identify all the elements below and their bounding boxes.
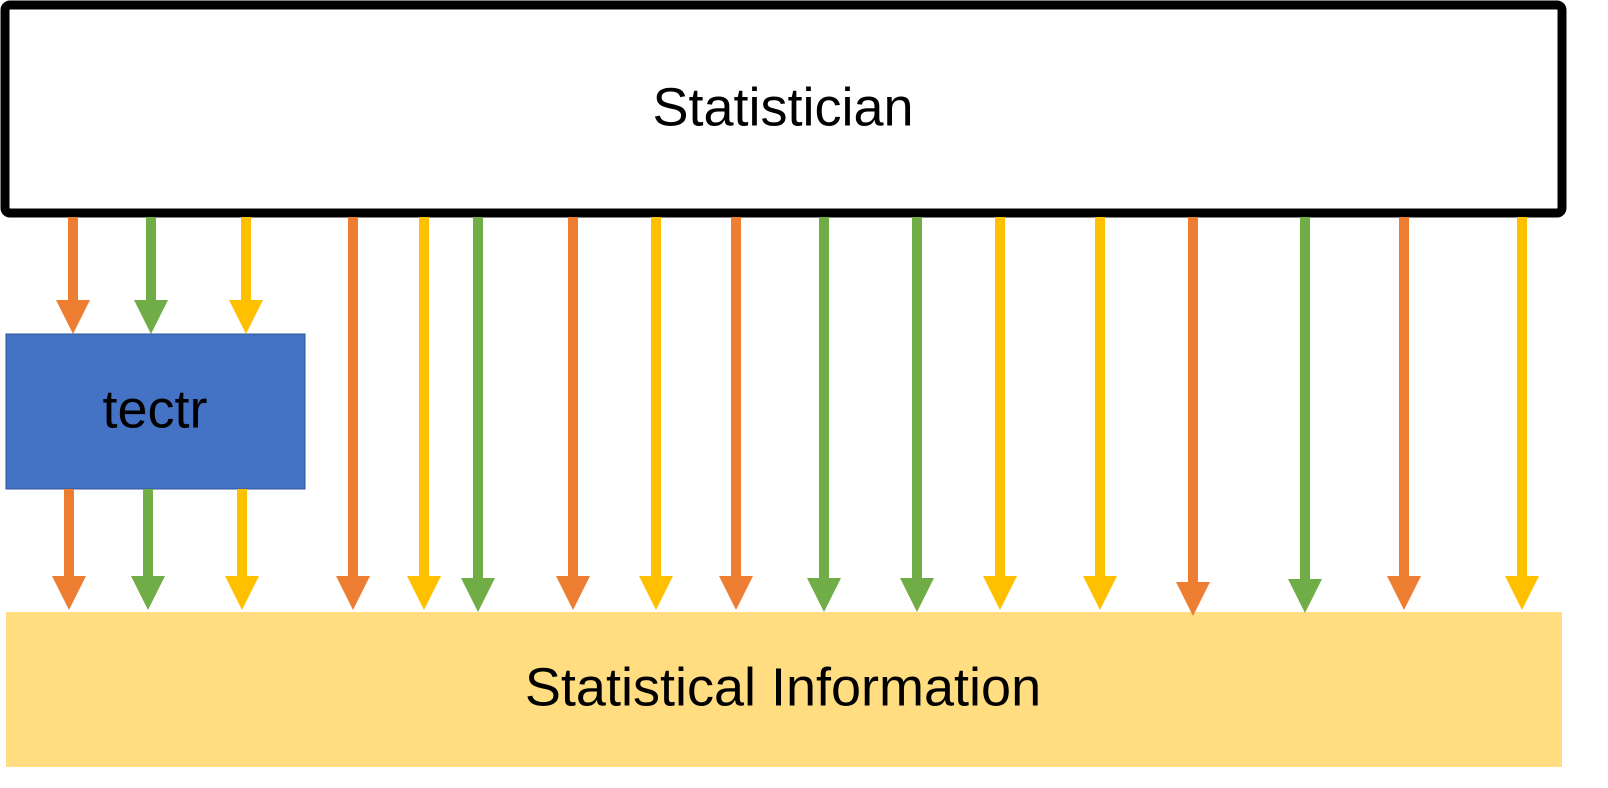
- arrow-direct-orange: [719, 217, 753, 610]
- arrow-direct-green: [1288, 217, 1322, 613]
- arrow-out-of-tectr-orange-shaft: [64, 489, 74, 577]
- arrow-direct-green-head: [900, 578, 934, 612]
- arrow-direct-yellow-head: [639, 576, 673, 610]
- arrow-into-tectr-orange: [56, 217, 90, 334]
- arrow-direct-green-shaft: [819, 217, 829, 579]
- tectr-label: tectr: [102, 379, 207, 439]
- arrow-direct-yellow: [983, 217, 1017, 610]
- arrow-direct-yellow: [639, 217, 673, 610]
- arrow-out-of-tectr-green-shaft: [143, 489, 153, 577]
- arrows-direct-to-information: [336, 217, 1539, 616]
- statistician-node: Statistician: [0, 0, 1567, 218]
- arrow-direct-orange-shaft: [731, 217, 741, 577]
- arrow-out-of-tectr-yellow-shaft: [237, 489, 247, 577]
- arrow-direct-green-head: [807, 578, 841, 612]
- arrow-into-tectr-yellow-head: [229, 300, 263, 334]
- statistician-label: Statistician: [652, 77, 913, 137]
- arrow-direct-green: [807, 217, 841, 612]
- arrow-into-tectr-orange-shaft: [68, 217, 78, 301]
- arrow-direct-yellow: [1083, 217, 1117, 610]
- arrow-direct-orange-shaft: [1188, 217, 1198, 583]
- arrow-direct-yellow-head: [407, 576, 441, 610]
- arrow-direct-green: [900, 217, 934, 612]
- arrow-direct-orange-shaft: [568, 217, 578, 577]
- arrow-out-of-tectr-green: [131, 489, 165, 610]
- arrow-direct-yellow-shaft: [1095, 217, 1105, 577]
- arrow-into-tectr-orange-head: [56, 300, 90, 334]
- arrow-direct-orange-shaft: [1399, 217, 1409, 577]
- arrow-direct-orange-head: [336, 576, 370, 610]
- arrow-out-of-tectr-orange: [52, 489, 86, 610]
- arrow-direct-green-shaft: [473, 217, 483, 579]
- tectr-node: tectr: [5, 333, 306, 490]
- arrows-into-tectr: [56, 217, 263, 334]
- statistical-information-box: [6, 612, 1562, 767]
- arrow-direct-yellow: [1505, 217, 1539, 610]
- tectr-box: [5, 333, 306, 490]
- arrow-direct-yellow-shaft: [419, 217, 429, 577]
- arrow-into-tectr-yellow: [229, 217, 263, 334]
- arrow-direct-green: [461, 217, 495, 612]
- arrow-direct-green-head: [461, 578, 495, 612]
- arrow-into-tectr-green-shaft: [146, 217, 156, 301]
- arrow-out-of-tectr-yellow-head: [225, 576, 259, 610]
- arrow-out-of-tectr-green-head: [131, 576, 165, 610]
- arrow-direct-orange: [1387, 217, 1421, 610]
- arrow-direct-green-shaft: [1300, 217, 1310, 580]
- arrow-direct-orange-head: [1387, 576, 1421, 610]
- arrow-direct-orange-head: [1176, 582, 1210, 616]
- arrow-direct-yellow-head: [1505, 576, 1539, 610]
- arrow-into-tectr-yellow-shaft: [241, 217, 251, 301]
- arrow-direct-yellow-head: [983, 576, 1017, 610]
- arrow-direct-yellow: [407, 217, 441, 610]
- statistical-information-node: Statistical Information: [6, 612, 1562, 767]
- statistical-information-label: Statistical Information: [525, 657, 1041, 717]
- arrow-direct-orange-head: [719, 576, 753, 610]
- arrows-out-of-tectr: [52, 489, 259, 610]
- arrow-direct-yellow-shaft: [651, 217, 661, 577]
- arrow-out-of-tectr-orange-head: [52, 576, 86, 610]
- arrow-direct-green-head: [1288, 579, 1322, 613]
- statistician-box: [0, 0, 1567, 218]
- arrow-direct-orange: [1176, 217, 1210, 616]
- arrow-direct-yellow-shaft: [995, 217, 1005, 577]
- arrow-direct-yellow-shaft: [1517, 217, 1527, 577]
- arrow-direct-orange-head: [556, 576, 590, 610]
- arrow-into-tectr-green-head: [134, 300, 168, 334]
- arrow-direct-orange: [336, 217, 370, 610]
- arrow-direct-orange: [556, 217, 590, 610]
- arrow-direct-yellow-head: [1083, 576, 1117, 610]
- arrow-into-tectr-green: [134, 217, 168, 334]
- arrow-out-of-tectr-yellow: [225, 489, 259, 610]
- arrow-direct-green-shaft: [912, 217, 922, 579]
- arrow-direct-orange-shaft: [348, 217, 358, 577]
